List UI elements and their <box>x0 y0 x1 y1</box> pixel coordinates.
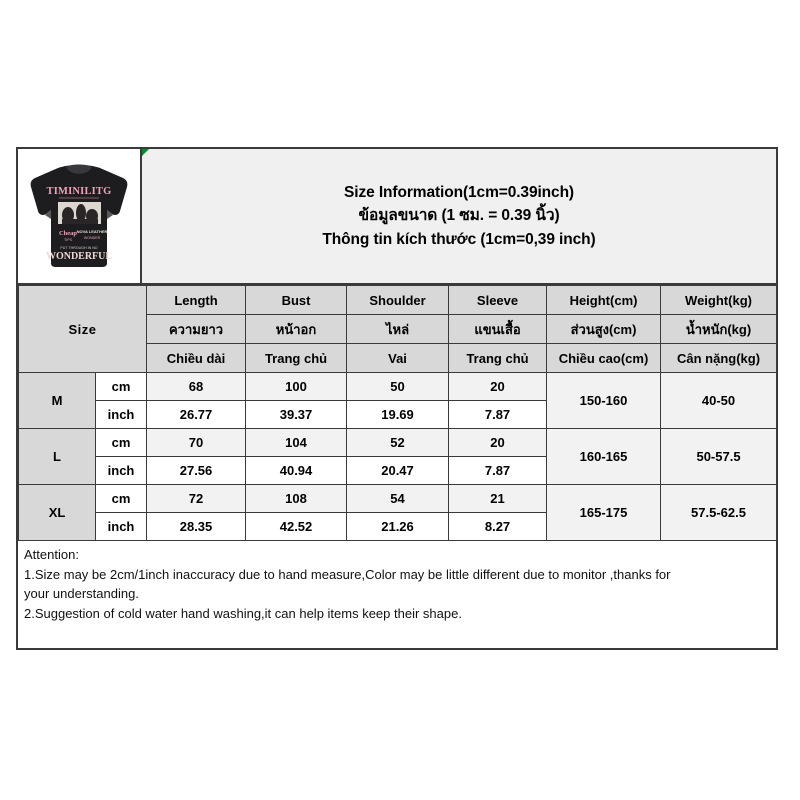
cell-xl-inch-length: 28.35 <box>146 512 247 541</box>
cell-m-weight: 40-50 <box>660 372 778 429</box>
size-chart-card: TIMINILITG Cheap NOVA LEATHER TIPS WONDE… <box>16 147 778 650</box>
cell-m-cm-length: 68 <box>146 372 247 401</box>
col-header-length-en: Length <box>146 285 247 315</box>
col-header-weight-th: น้ำหนัก(kg) <box>660 314 778 344</box>
svg-text:NOVA LEATHER: NOVA LEATHER <box>77 229 108 234</box>
cell-m-height: 150-160 <box>546 372 662 429</box>
green-corner-marker-icon <box>142 149 149 156</box>
unit-label-inch-l: inch <box>94 456 148 485</box>
title-line-en: Size Information(1cm=0.39inch) <box>344 183 574 201</box>
cell-l-weight: 50-57.5 <box>660 428 778 485</box>
cell-m-cm-bust: 100 <box>245 372 348 401</box>
attention-heading: Attention: <box>24 547 79 562</box>
cell-xl-cm-sleeve: 21 <box>448 484 548 513</box>
col-header-bust-vi: Trang chủ <box>245 343 348 373</box>
svg-text:TIPS: TIPS <box>64 238 73 242</box>
col-header-height-en: Height(cm) <box>546 285 662 315</box>
col-header-bust-en: Bust <box>245 285 348 315</box>
cell-l-cm-length: 70 <box>146 428 247 457</box>
row-size-label-xl: XL <box>18 484 96 541</box>
cell-xl-cm-length: 72 <box>146 484 247 513</box>
cell-xl-inch-bust: 42.52 <box>245 512 348 541</box>
cell-l-cm-shoulder: 52 <box>346 428 450 457</box>
cell-xl-weight: 57.5-62.5 <box>660 484 778 541</box>
cell-xl-inch-sleeve: 8.27 <box>448 512 548 541</box>
col-header-height-vi: Chiều cao(cm) <box>546 343 662 373</box>
attention-line-1: 1.Size may be 2cm/1inch inaccuracy due t… <box>24 566 671 582</box>
cell-m-inch-sleeve: 7.87 <box>448 400 548 429</box>
col-header-sleeve-en: Sleeve <box>448 285 548 315</box>
svg-text:PUT THROUGH IN NO: PUT THROUGH IN NO <box>60 246 97 250</box>
svg-text:WONDER: WONDER <box>84 236 101 240</box>
title-line-vi: Thông tin kích thước (1cm=0,39 inch) <box>322 230 596 248</box>
cell-m-cm-shoulder: 50 <box>346 372 450 401</box>
attention-line-3: 2.Suggestion of cold water hand washing,… <box>24 605 462 621</box>
col-header-height-th: ส่วนสูง(cm) <box>546 314 662 344</box>
col-header-sleeve-th: แขนเสื้อ <box>448 314 548 344</box>
cell-l-inch-length: 27.56 <box>146 456 247 485</box>
row-size-label-l: L <box>18 428 96 485</box>
unit-label-cm-l: cm <box>94 428 148 457</box>
cell-xl-height: 165-175 <box>546 484 662 541</box>
cell-l-cm-sleeve: 20 <box>448 428 548 457</box>
col-header-weight-vi: Cân nặng(kg) <box>660 343 778 373</box>
size-table: Size Length Bust Shoulder Sleeve Height(… <box>17 285 778 541</box>
cell-m-inch-shoulder: 19.69 <box>346 400 450 429</box>
cell-l-cm-bust: 104 <box>245 428 348 457</box>
tshirt-illustration: TIMINILITG Cheap NOVA LEATHER TIPS WONDE… <box>18 149 140 283</box>
title-line-th: ข้อมูลขนาด (1 ซม. = 0.39 นิ้ว) <box>358 207 560 225</box>
table-row: inch 26.77 39.37 19.69 7.87 <box>19 400 777 429</box>
table-header-row-en: Size Length Bust Shoulder Sleeve Height(… <box>17 285 778 373</box>
table-row: M cm 68 100 50 20 150-160 40-50 <box>18 372 778 429</box>
cell-l-inch-sleeve: 7.87 <box>448 456 548 485</box>
cell-xl-inch-shoulder: 21.26 <box>346 512 450 541</box>
table-header-row-th: ความยาว หน้าอก ไหล่ แขนเสื้อ ส่วนสูง(cm)… <box>19 314 778 344</box>
banner-title-cell: Size Information(1cm=0.39inch) ข้อมูลขนา… <box>142 149 776 283</box>
cell-xl-cm-bust: 108 <box>245 484 348 513</box>
table-row: inch 28.35 42.52 21.26 8.27 <box>19 512 777 541</box>
table-header-row-vi: Chiều dài Trang chủ Vai Trang chủ Chiều … <box>19 343 778 373</box>
svg-text:Cheap: Cheap <box>59 230 77 237</box>
attention-block: Attention: 1.Size may be 2cm/1inch inacc… <box>18 541 776 648</box>
size-header-cell: Size <box>17 285 148 373</box>
cell-l-height: 160-165 <box>546 428 662 485</box>
cell-m-inch-length: 26.77 <box>146 400 247 429</box>
col-header-bust-th: หน้าอก <box>245 314 348 344</box>
unit-label-inch-xl: inch <box>94 512 148 541</box>
svg-text:TIMINILITG: TIMINILITG <box>46 186 111 197</box>
chart-banner: TIMINILITG Cheap NOVA LEATHER TIPS WONDE… <box>18 149 776 285</box>
cell-l-inch-shoulder: 20.47 <box>346 456 450 485</box>
col-header-length-th: ความยาว <box>146 314 247 344</box>
col-header-length-vi: Chiều dài <box>146 343 247 373</box>
table-row: inch 27.56 40.94 20.47 7.87 <box>19 456 777 485</box>
unit-label-cm-xl: cm <box>94 484 148 513</box>
col-header-shoulder-en: Shoulder <box>346 285 450 315</box>
table-row: XL cm 72 108 54 21 165-175 57.5-62.5 <box>18 484 778 541</box>
unit-label-cm-m: cm <box>94 372 148 401</box>
col-header-shoulder-vi: Vai <box>346 343 450 373</box>
cell-xl-cm-shoulder: 54 <box>346 484 450 513</box>
col-header-shoulder-th: ไหล่ <box>346 314 450 344</box>
cell-m-inch-bust: 39.37 <box>245 400 348 429</box>
svg-text:WONDERFUL: WONDERFUL <box>46 251 112 262</box>
unit-label-inch-m: inch <box>94 400 148 429</box>
attention-line-2: your understanding. <box>24 586 139 601</box>
table-row: L cm 70 104 52 20 160-165 50-57.5 <box>18 428 778 485</box>
cell-m-cm-sleeve: 20 <box>448 372 548 401</box>
product-photo-cell: TIMINILITG Cheap NOVA LEATHER TIPS WONDE… <box>18 149 142 283</box>
cell-l-inch-bust: 40.94 <box>245 456 348 485</box>
col-header-sleeve-vi: Trang chủ <box>448 343 548 373</box>
tshirt-icon: TIMINILITG Cheap NOVA LEATHER TIPS WONDE… <box>18 149 140 281</box>
col-header-weight-en: Weight(kg) <box>660 285 778 315</box>
row-size-label-m: M <box>18 372 96 429</box>
